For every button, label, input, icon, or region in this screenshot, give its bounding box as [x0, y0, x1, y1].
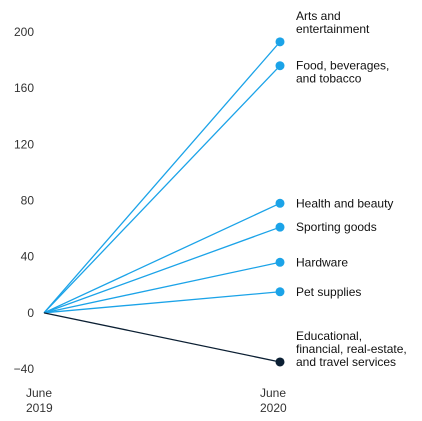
series-lines [43, 41, 281, 363]
x-tick-label: June 2019 [26, 386, 53, 415]
y-tick-label: 160 [14, 81, 34, 95]
y-tick-label: 40 [21, 250, 35, 264]
series-labels: Arts and entertainment Food, beverages, and… [296, 9, 407, 369]
series-line [43, 41, 281, 314]
series-line [43, 65, 281, 314]
x-axis: June 2019 June 2020 [26, 386, 287, 415]
series-point [275, 357, 285, 367]
series-line [43, 291, 281, 314]
series-label: Hardware [296, 255, 348, 269]
series-label: Food, beverages, and tobacco [296, 59, 389, 86]
y-tick-label: 0 [27, 306, 34, 320]
x-tick-label: June 2020 [260, 386, 287, 415]
series-label: Educational, financial, real-estate, and t… [296, 329, 407, 369]
series-label: Sporting goods [296, 220, 377, 234]
y-tick-label: 200 [14, 25, 34, 39]
series-line [43, 226, 281, 314]
series-label: Pet supplies [296, 285, 361, 299]
series-line [43, 261, 281, 314]
y-tick-label: −40 [14, 362, 35, 376]
series-label: Arts and entertainment [296, 9, 370, 36]
y-axis: 200 160 120 80 40 0 −40 [14, 25, 35, 376]
series-point [275, 198, 285, 208]
y-tick-label: 120 [14, 137, 34, 151]
series-point [275, 257, 285, 267]
series-line [43, 312, 281, 363]
y-tick-label: 80 [21, 194, 35, 208]
series-point [275, 61, 285, 71]
series-points [275, 37, 285, 367]
series-point [275, 287, 285, 297]
series-point [275, 37, 285, 47]
series-label: Health and beauty [296, 196, 393, 210]
series-line [43, 202, 281, 314]
series-point [275, 222, 285, 232]
